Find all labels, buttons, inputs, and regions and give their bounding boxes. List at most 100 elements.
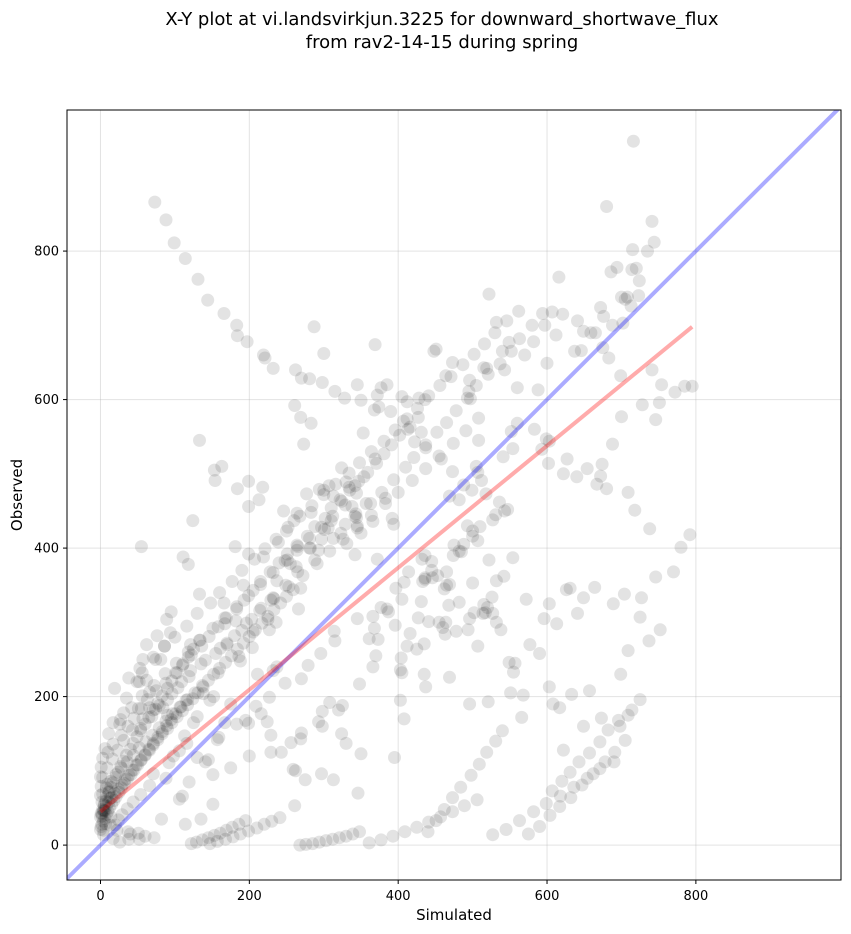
data-point — [597, 309, 611, 323]
data-point — [600, 482, 614, 496]
chart-title: X-Y plot at vi.landsvirkjun.3225 for dow… — [0, 8, 851, 54]
data-point — [555, 774, 569, 788]
data-point — [278, 554, 292, 568]
data-point — [178, 817, 192, 831]
data-point — [481, 367, 495, 381]
data-points — [94, 134, 699, 852]
data-point — [134, 754, 148, 767]
data-point — [140, 673, 154, 687]
data-point — [274, 596, 288, 610]
data-point — [298, 773, 312, 787]
data-point — [489, 615, 503, 629]
data-point — [291, 540, 305, 554]
data-point — [219, 832, 232, 846]
data-point — [624, 299, 638, 313]
x-tick-label: 0 — [96, 889, 104, 904]
data-point — [542, 680, 556, 694]
data-point — [602, 351, 616, 365]
data-point — [471, 465, 485, 479]
data-point — [463, 612, 477, 626]
data-point — [312, 482, 326, 496]
data-point — [159, 771, 173, 785]
data-point — [546, 697, 560, 711]
data-point — [266, 566, 280, 580]
data-point — [230, 600, 244, 614]
data-point — [96, 787, 110, 801]
data-point — [457, 478, 471, 492]
data-point — [168, 630, 182, 644]
data-point — [115, 808, 129, 822]
data-point — [332, 831, 346, 845]
data-point — [256, 480, 270, 494]
data-point — [159, 676, 173, 690]
data-point — [410, 642, 424, 656]
data-point — [553, 701, 567, 715]
data-point — [300, 487, 314, 501]
data-point — [288, 799, 302, 813]
data-point — [294, 672, 308, 686]
data-point — [315, 704, 329, 718]
data-point — [463, 373, 477, 387]
data-point — [575, 778, 589, 792]
data-point — [515, 710, 529, 724]
data-point — [492, 495, 506, 509]
data-point — [353, 456, 366, 470]
data-point — [258, 542, 272, 556]
data-point — [499, 823, 513, 836]
data-point — [211, 666, 225, 680]
data-point — [165, 716, 179, 730]
data-point — [292, 602, 305, 616]
data-point — [593, 762, 607, 776]
data-point — [553, 800, 567, 813]
data-point — [649, 570, 663, 584]
data-point — [633, 610, 647, 624]
data-point — [190, 835, 203, 849]
data-point — [130, 675, 144, 689]
data-point — [161, 708, 174, 722]
data-point — [388, 751, 401, 764]
data-point — [300, 529, 314, 543]
data-point — [350, 511, 363, 525]
data-point — [166, 749, 180, 763]
data-point — [99, 781, 113, 795]
data-point — [354, 393, 368, 407]
data-point — [290, 538, 304, 552]
data-point — [208, 474, 222, 487]
data-point — [213, 826, 227, 840]
data-point — [620, 290, 634, 304]
data-point — [151, 733, 165, 747]
data-point — [198, 755, 212, 769]
data-point — [220, 638, 234, 652]
data-point — [304, 505, 318, 519]
data-point — [387, 473, 401, 487]
data-point — [184, 837, 198, 851]
data-point — [457, 537, 471, 551]
data-point — [379, 497, 392, 510]
data-point — [489, 315, 503, 329]
data-point — [261, 609, 275, 623]
data-point — [121, 825, 135, 839]
data-point — [504, 686, 518, 700]
data-point — [159, 213, 173, 227]
data-point — [577, 591, 590, 605]
data-point — [196, 687, 210, 701]
data-point — [107, 794, 121, 807]
data-point — [206, 621, 220, 635]
data-point — [457, 799, 471, 813]
data-point — [167, 236, 181, 250]
data-point — [138, 829, 152, 843]
data-point — [103, 791, 117, 805]
data-point — [553, 789, 567, 803]
data-point — [272, 556, 286, 570]
data-point — [108, 771, 122, 784]
data-point — [350, 486, 363, 500]
data-point — [324, 514, 338, 528]
data-point — [606, 597, 620, 611]
data-point — [446, 465, 459, 479]
data-point — [99, 817, 113, 831]
data-point — [213, 661, 227, 675]
data-point — [641, 244, 654, 258]
data-point — [545, 305, 559, 319]
data-point — [647, 235, 661, 249]
data-point — [349, 507, 363, 521]
